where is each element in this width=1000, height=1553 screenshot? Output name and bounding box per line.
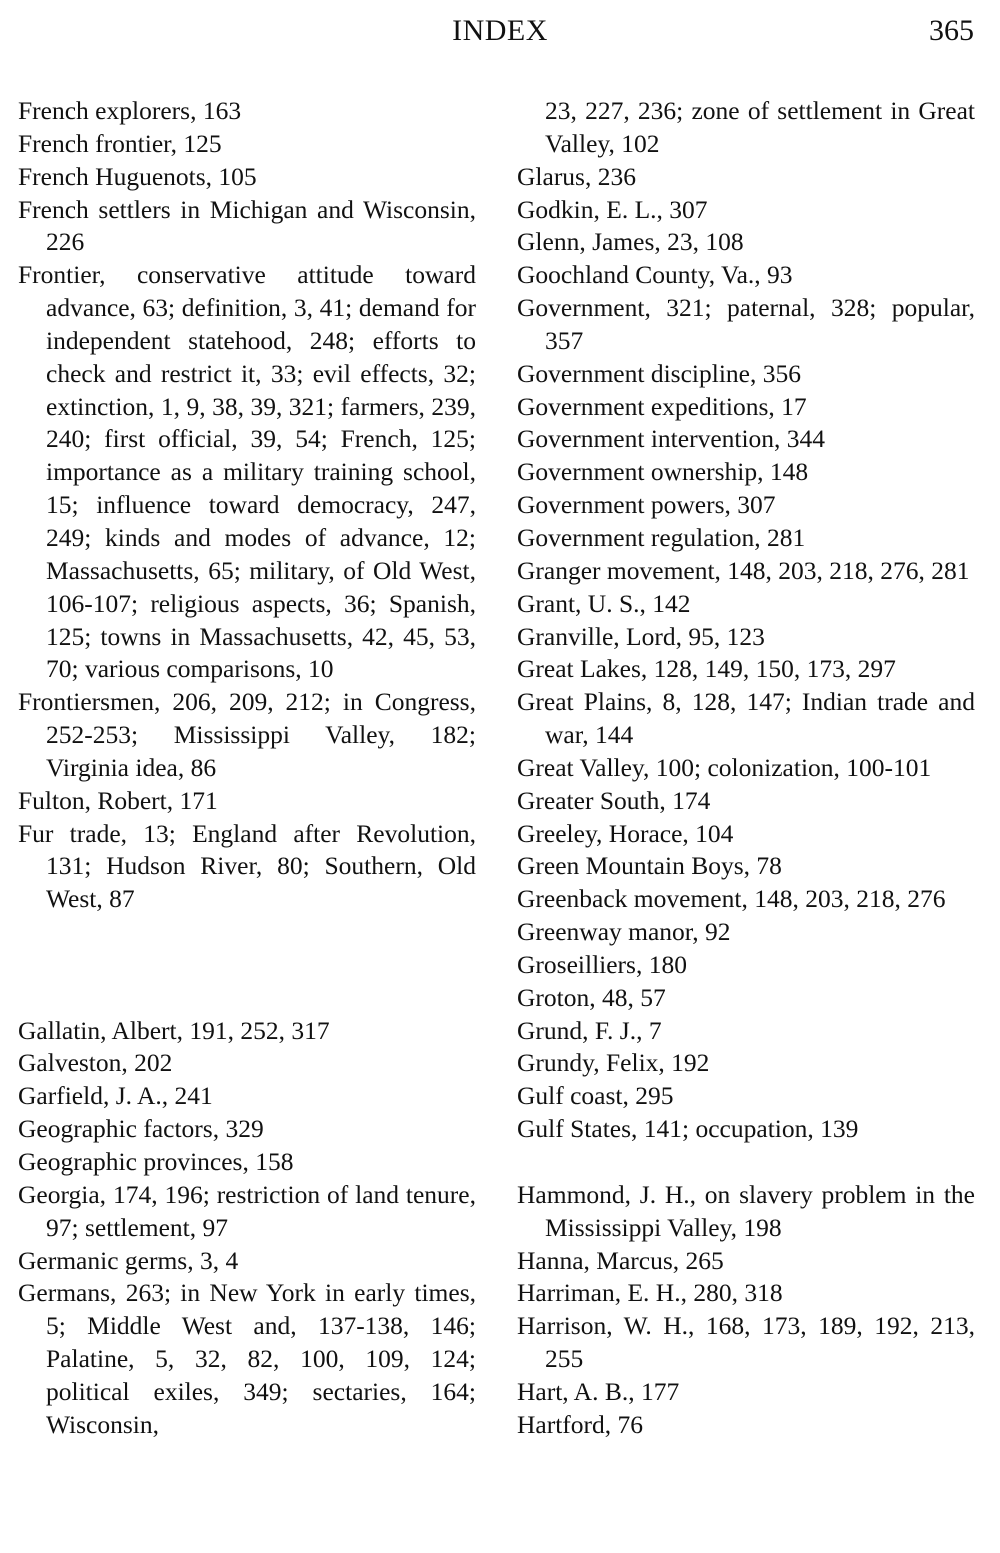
index-entry: Georgia, 174, 196; restriction of land t…: [18, 1179, 476, 1242]
index-column-right: 23, 227, 236; zone of settlement in Grea…: [517, 95, 975, 1442]
index-entry: Geographic provinces, 158: [18, 1146, 294, 1176]
index-entry: Great Plains, 8, 128, 147; Indian trade …: [517, 687, 975, 750]
index-entry: Government ownership, 148: [517, 457, 809, 487]
index-entry: Green Mountain Boys, 78: [517, 851, 782, 881]
index-entry: Glenn, James, 23, 108: [517, 227, 744, 257]
index-entry: Government expeditions, 17: [517, 391, 807, 421]
index-group-h: Hammond, J. H., on slavery problem in th…: [517, 1179, 975, 1442]
index-entry: Hanna, Marcus, 265: [517, 1245, 724, 1275]
index-entry: Grund, F. J., 7: [517, 1015, 662, 1045]
index-entry: Garfield, J. A., 241: [18, 1081, 213, 1111]
index-entry: Galveston, 202: [18, 1048, 173, 1078]
index-group-g: Gallatin, Albert, 191, 252, 317 Galveston…: [18, 1015, 476, 1442]
index-entry: Groton, 48, 57: [517, 982, 666, 1012]
index-column-left: French explorers, 163 French frontier, 12…: [18, 95, 476, 1442]
index-entry: French frontier, 125: [18, 128, 222, 158]
index-entry: Germanic germs, 3, 4: [18, 1245, 239, 1275]
index-entry: Granger movement, 148, 203, 218, 276, 28…: [517, 555, 970, 585]
page-number: 365: [929, 14, 974, 47]
index-entry: Government intervention, 344: [517, 424, 826, 454]
index-entry-continuation: 23, 227, 236; zone of settlement in Grea…: [545, 96, 975, 158]
index-entry: French settlers in Michigan and Wisconsi…: [18, 194, 476, 257]
group-spacer: [517, 1146, 975, 1179]
running-head-title: INDEX: [452, 14, 548, 47]
group-spacer: [18, 916, 476, 1015]
index-entry: Godkin, E. L., 307: [517, 194, 708, 224]
index-entry: Hartford, 76: [517, 1409, 644, 1439]
index-entry: Fulton, Robert, 171: [18, 785, 218, 815]
index-entry: Germans, 263; in New York in early times…: [18, 1278, 476, 1439]
index-entry: Great Valley, 100; colonization, 100-101: [517, 752, 932, 782]
index-entry: French Huguenots, 105: [18, 161, 257, 191]
index-entry: Greenway manor, 92: [517, 917, 731, 947]
index-entry: Government discipline, 356: [517, 358, 801, 388]
index-entry: Frontiersmen, 206, 209, 212; in Congress…: [18, 687, 476, 782]
index-entry: Greater South, 174: [517, 785, 711, 815]
index-entry: Gulf coast, 295: [517, 1081, 674, 1111]
index-entry: Greenback movement, 148, 203, 218, 276: [517, 884, 946, 914]
index-entry: Groseilliers, 180: [517, 949, 687, 979]
index-entry: French explorers, 163: [18, 96, 242, 125]
index-entry: Glarus, 236: [517, 161, 636, 191]
index-entry: Frontier, conservative attitude toward a…: [18, 260, 476, 684]
index-entry: Harriman, E. H., 280, 318: [517, 1278, 783, 1308]
index-entry: Government powers, 307: [517, 490, 776, 520]
index-entry: Hart, A. B., 177: [517, 1376, 680, 1406]
index-entry: Government, 321; paternal, 328; popular,…: [517, 293, 975, 355]
index-entry: Grundy, Felix, 192: [517, 1048, 710, 1078]
index-entry: Hammond, J. H., on slavery problem in th…: [517, 1179, 975, 1242]
index-entry: Gallatin, Albert, 191, 252, 317: [18, 1015, 330, 1045]
index-group-g: Glarus, 236 Godkin, E. L., 307 Glenn, Jame…: [517, 161, 975, 1146]
index-entry: Gulf States, 141; occupation, 139: [517, 1114, 859, 1144]
index-entry: Greeley, Horace, 104: [517, 818, 734, 848]
index-entry: Grant, U. S., 142: [517, 588, 691, 618]
index-entry: Government regulation, 281: [517, 522, 806, 552]
index-group-f: French explorers, 163 French frontier, 12…: [18, 95, 476, 916]
index-entry: Geographic factors, 329: [18, 1114, 264, 1144]
index-entry: Goochland County, Va., 93: [517, 260, 793, 290]
index-entry: Granville, Lord, 95, 123: [517, 621, 765, 651]
index-entry: Great Lakes, 128, 149, 150, 173, 297: [517, 654, 896, 684]
index-entry: Harrison, W. H., 168, 173, 189, 192, 213…: [517, 1311, 975, 1374]
index-entry: Fur trade, 13; England after Revolution,…: [18, 818, 476, 914]
